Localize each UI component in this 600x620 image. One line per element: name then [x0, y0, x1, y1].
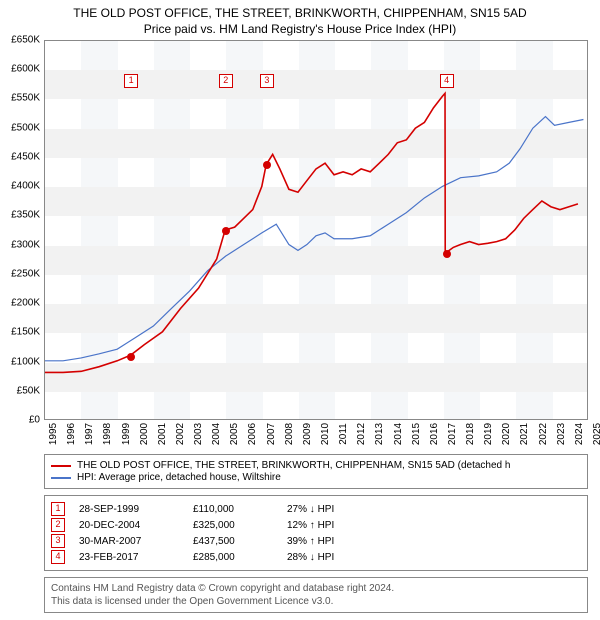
- y-axis-label: £500K: [11, 122, 44, 133]
- x-axis-label: 2007: [262, 423, 277, 445]
- sale-marker-label: 2: [219, 74, 233, 88]
- x-axis-label: 2019: [479, 423, 494, 445]
- transaction-hpi-diff: 12% ↑ HPI: [287, 520, 397, 531]
- sale-marker-dot: [127, 353, 135, 361]
- transaction-hpi-diff: 39% ↑ HPI: [287, 536, 397, 547]
- y-axis-label: £600K: [11, 64, 44, 75]
- x-axis-label: 2014: [389, 423, 404, 445]
- chart-lines: [45, 41, 587, 419]
- legend-item: THE OLD POST OFFICE, THE STREET, BRINKWO…: [51, 460, 581, 471]
- sale-marker-dot: [443, 250, 451, 258]
- y-axis-label: £200K: [11, 298, 44, 309]
- y-axis-label: £50K: [17, 385, 44, 396]
- plot-area: 1 2 3 4: [44, 40, 588, 420]
- transaction-price: £437,500: [193, 536, 273, 547]
- x-axis-label: 2022: [534, 423, 549, 445]
- transaction-date: 23-FEB-2017: [79, 552, 179, 563]
- x-axis-label: 1995: [44, 423, 59, 445]
- chart-subtitle: Price paid vs. HM Land Registry's House …: [8, 22, 592, 36]
- x-axis-label: 2005: [225, 423, 240, 445]
- y-axis-label: £250K: [11, 268, 44, 279]
- transactions-table: 1 28-SEP-1999 £110,000 27% ↓ HPI 2 20-DEC-200…: [44, 495, 588, 571]
- x-axis-label: 2010: [316, 423, 331, 445]
- transaction-row: 2 20-DEC-2004 £325,000 12% ↑ HPI: [51, 518, 581, 532]
- x-axis-label: 2021: [515, 423, 530, 445]
- x-axis-label: 2000: [135, 423, 150, 445]
- x-axis-label: 2011: [334, 423, 349, 445]
- transaction-date: 28-SEP-1999: [79, 504, 179, 515]
- sale-marker-dot: [222, 227, 230, 235]
- x-axis-label: 2002: [171, 423, 186, 445]
- y-axis-label: £100K: [11, 356, 44, 367]
- legend-swatch: [51, 465, 71, 467]
- y-axis-label: £450K: [11, 151, 44, 162]
- x-axis-label: 2012: [352, 423, 367, 445]
- y-axis-label: £400K: [11, 181, 44, 192]
- transaction-row: 1 28-SEP-1999 £110,000 27% ↓ HPI: [51, 502, 581, 516]
- legend-swatch: [51, 477, 71, 479]
- x-axis-label: 2008: [280, 423, 295, 445]
- transaction-date: 20-DEC-2004: [79, 520, 179, 531]
- x-axis-label: 2009: [298, 423, 313, 445]
- x-axis-label: 1996: [62, 423, 77, 445]
- legend-item: HPI: Average price, detached house, Wilt…: [51, 472, 581, 483]
- transaction-number: 3: [51, 534, 65, 548]
- footer-attribution: Contains HM Land Registry data © Crown c…: [44, 577, 588, 613]
- transaction-hpi-diff: 27% ↓ HPI: [287, 504, 397, 515]
- x-axis-label: 1997: [80, 423, 95, 445]
- footer-line-2: This data is licensed under the Open Gov…: [51, 595, 581, 608]
- x-axis-label: 1999: [117, 423, 132, 445]
- x-axis-label: 1998: [98, 423, 113, 445]
- x-axis-label: 2006: [243, 423, 258, 445]
- x-axis-label: 2016: [425, 423, 440, 445]
- y-axis-label: £150K: [11, 327, 44, 338]
- x-axis-label: 2004: [207, 423, 222, 445]
- sale-marker-label: 4: [440, 74, 454, 88]
- transaction-row: 3 30-MAR-2007 £437,500 39% ↑ HPI: [51, 534, 581, 548]
- sale-marker-label: 3: [260, 74, 274, 88]
- x-axis-label: 2018: [461, 423, 476, 445]
- transaction-number: 1: [51, 502, 65, 516]
- transaction-row: 4 23-FEB-2017 £285,000 28% ↓ HPI: [51, 550, 581, 564]
- sale-marker-label: 1: [124, 74, 138, 88]
- legend-label: THE OLD POST OFFICE, THE STREET, BRINKWO…: [77, 460, 510, 471]
- transaction-number: 4: [51, 550, 65, 564]
- x-axis-label: 2001: [153, 423, 168, 445]
- footer-line-1: Contains HM Land Registry data © Crown c…: [51, 582, 581, 595]
- transaction-price: £325,000: [193, 520, 273, 531]
- x-axis-label: 2023: [552, 423, 567, 445]
- x-axis-label: 2017: [443, 423, 458, 445]
- series-hpi: [45, 117, 583, 361]
- x-axis-label: 2024: [570, 423, 585, 445]
- series-property: [45, 93, 578, 372]
- chart-area: 1234 £0£50K£100K£150K£200K£250K£300K£350…: [44, 40, 588, 420]
- sale-marker-dot: [263, 161, 271, 169]
- legend-label: HPI: Average price, detached house, Wilt…: [77, 472, 281, 483]
- y-axis-label: £350K: [11, 210, 44, 221]
- transaction-number: 2: [51, 518, 65, 532]
- transaction-price: £285,000: [193, 552, 273, 563]
- chart-title: THE OLD POST OFFICE, THE STREET, BRINKWO…: [8, 6, 592, 20]
- x-axis-label: 2025: [588, 423, 600, 445]
- legend: THE OLD POST OFFICE, THE STREET, BRINKWO…: [44, 454, 588, 489]
- x-axis-label: 2003: [189, 423, 204, 445]
- y-axis-label: £550K: [11, 93, 44, 104]
- y-axis-label: £0: [29, 415, 44, 426]
- x-axis-label: 2020: [497, 423, 512, 445]
- y-axis-label: £650K: [11, 35, 44, 46]
- transaction-hpi-diff: 28% ↓ HPI: [287, 552, 397, 563]
- x-axis-label: 2015: [407, 423, 422, 445]
- x-axis-label: 2013: [370, 423, 385, 445]
- y-axis-label: £300K: [11, 239, 44, 250]
- transaction-date: 30-MAR-2007: [79, 536, 179, 547]
- transaction-price: £110,000: [193, 504, 273, 515]
